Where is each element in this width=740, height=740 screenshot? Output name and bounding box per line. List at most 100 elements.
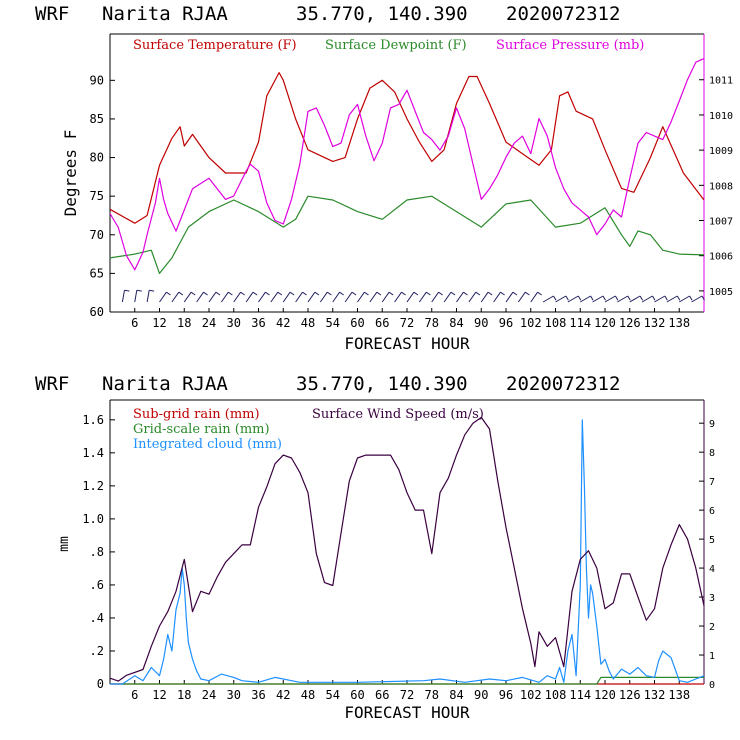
y-tick-label: .4 (90, 611, 104, 625)
y-tick-label: 0 (97, 677, 104, 691)
y2-tick-label: 1005 (709, 287, 733, 298)
wind-barb-shaft (270, 291, 279, 303)
x-tick-label: 18 (177, 688, 191, 702)
wind-barb-flag (178, 291, 184, 296)
bottom-series-lines (109, 416, 705, 685)
y-tick-label: .6 (90, 578, 104, 592)
wind-barb-flag (136, 289, 142, 292)
y-tick-label: 1.0 (82, 512, 104, 526)
bottom-header-model: WRF (35, 373, 69, 395)
series-line-surface-wind-speed-m-s (109, 416, 705, 682)
x-tick-label: 114 (569, 688, 591, 702)
wind-barb-flag (401, 291, 406, 296)
legend-surface-dewpoint: Surface Dewpoint (F) (325, 38, 467, 53)
x-tick-label: 114 (569, 316, 591, 330)
wind-barb-shaft (666, 295, 678, 303)
wind-barb-shaft (406, 291, 415, 303)
wind-barb-flag (190, 291, 196, 296)
wind-barb-flag (450, 291, 456, 296)
y2-tick-label: 5 (709, 535, 715, 546)
y2-tick-label: 9 (709, 419, 715, 430)
y-tick-label: 1.4 (82, 446, 104, 460)
y2-tick-label: 3 (709, 593, 715, 604)
series-line-surface-dewpoint-f (109, 195, 705, 274)
top-header-run: 2020072312 (506, 3, 620, 25)
legend-subgrid-rain: Sub-grid rain (mm) (133, 407, 260, 422)
x-tick-label: 120 (594, 316, 616, 330)
top-y-ticks: 60 65 70 75 80 85 90 (90, 73, 115, 319)
x-tick-label: 36 (251, 688, 265, 702)
x-tick-label: 6 (131, 688, 138, 702)
wind-barb-flag (240, 291, 245, 296)
wind-barb-shaft (641, 295, 653, 303)
x-tick-label: 6 (131, 316, 138, 330)
legend-gridscale-rain: Grid-scale rain (mm) (133, 422, 270, 437)
top-y2-ticks: 1005 1006 1007 1008 1009 1010 1011 (699, 76, 733, 298)
top-y-axis-label: Degrees F (61, 130, 80, 217)
wind-barb-flag (413, 291, 419, 296)
y-tick-label: 60 (90, 305, 104, 319)
wind-barb-shaft (134, 290, 138, 303)
wind-barb-flag (676, 295, 681, 301)
y-tick-label: .8 (90, 545, 104, 559)
bottom-header-coords: 35.770, 140.390 (296, 373, 468, 395)
x-tick-label: 48 (301, 688, 315, 702)
wind-barb-flag (652, 295, 656, 301)
x-tick-label: 54 (326, 316, 340, 330)
wind-barb-flag (388, 291, 394, 296)
x-tick-label: 126 (619, 316, 641, 330)
wind-barb-shaft (555, 295, 567, 303)
wind-barb-flag (565, 295, 569, 301)
x-tick-label: 132 (644, 688, 666, 702)
x-tick-label: 24 (202, 688, 216, 702)
series-line-surface-temperature-f (109, 72, 705, 224)
x-tick-label: 54 (326, 688, 340, 702)
legend-surface-wind-speed: Surface Wind Speed (m/s) (312, 407, 484, 422)
series-line-integrated-cloud-mm (110, 419, 705, 685)
wind-barb-shaft (381, 291, 390, 303)
wind-barb-shaft (121, 290, 125, 303)
top-series-lines (109, 58, 705, 274)
wind-barb-flag (701, 295, 705, 301)
x-tick-label: 102 (520, 316, 542, 330)
wind-barb-flag (602, 295, 606, 301)
wind-barb-flag (463, 291, 468, 296)
wind-barb-shaft (592, 295, 604, 303)
bottom-x-axis-label: FORECAST HOUR (344, 703, 470, 722)
legend-surface-temperature: Surface Temperature (F) (133, 38, 297, 53)
wind-barb-shaft (220, 291, 229, 303)
legend-surface-pressure: Surface Pressure (mb) (496, 38, 644, 53)
wind-barb-flag (426, 291, 431, 296)
x-tick-label: 60 (350, 688, 364, 702)
top-header-model: WRF (35, 3, 69, 25)
x-tick-label: 120 (594, 688, 616, 702)
wind-barb-shaft (579, 295, 591, 303)
wind-barb-shaft (282, 291, 291, 303)
wind-barb-flag (553, 295, 557, 301)
x-tick-label: 138 (668, 316, 690, 330)
y2-tick-label: 6 (709, 506, 715, 517)
wind-barb-flag (376, 291, 382, 296)
x-tick-label: 102 (520, 688, 542, 702)
x-tick-label: 12 (152, 316, 166, 330)
y2-tick-label: 1010 (709, 111, 733, 122)
x-tick-label: 84 (449, 688, 463, 702)
wind-barb-flag (590, 295, 594, 301)
x-tick-label: 48 (301, 316, 315, 330)
y2-tick-label: 1008 (709, 181, 733, 192)
wind-barb-shaft (456, 291, 464, 303)
top-panel: WRF Narita RJAA 35.770, 140.390 20200723… (35, 3, 733, 353)
wind-barb-shaft (369, 291, 378, 303)
y-tick-label: 75 (90, 189, 104, 203)
wind-barb-flag (289, 291, 295, 296)
bottom-y-ticks: 0 .2 .4 .6 .8 1.0 1.2 1.4 1.6 (82, 413, 115, 691)
wind-barb-flag (203, 291, 208, 296)
y-tick-label: 65 (90, 266, 104, 280)
wind-barb-shaft (332, 291, 341, 303)
x-tick-label: 42 (276, 316, 290, 330)
wind-barb-shaft (208, 291, 217, 303)
x-tick-label: 90 (474, 316, 488, 330)
x-tick-label: 90 (474, 688, 488, 702)
wind-barb-flag (500, 291, 505, 296)
